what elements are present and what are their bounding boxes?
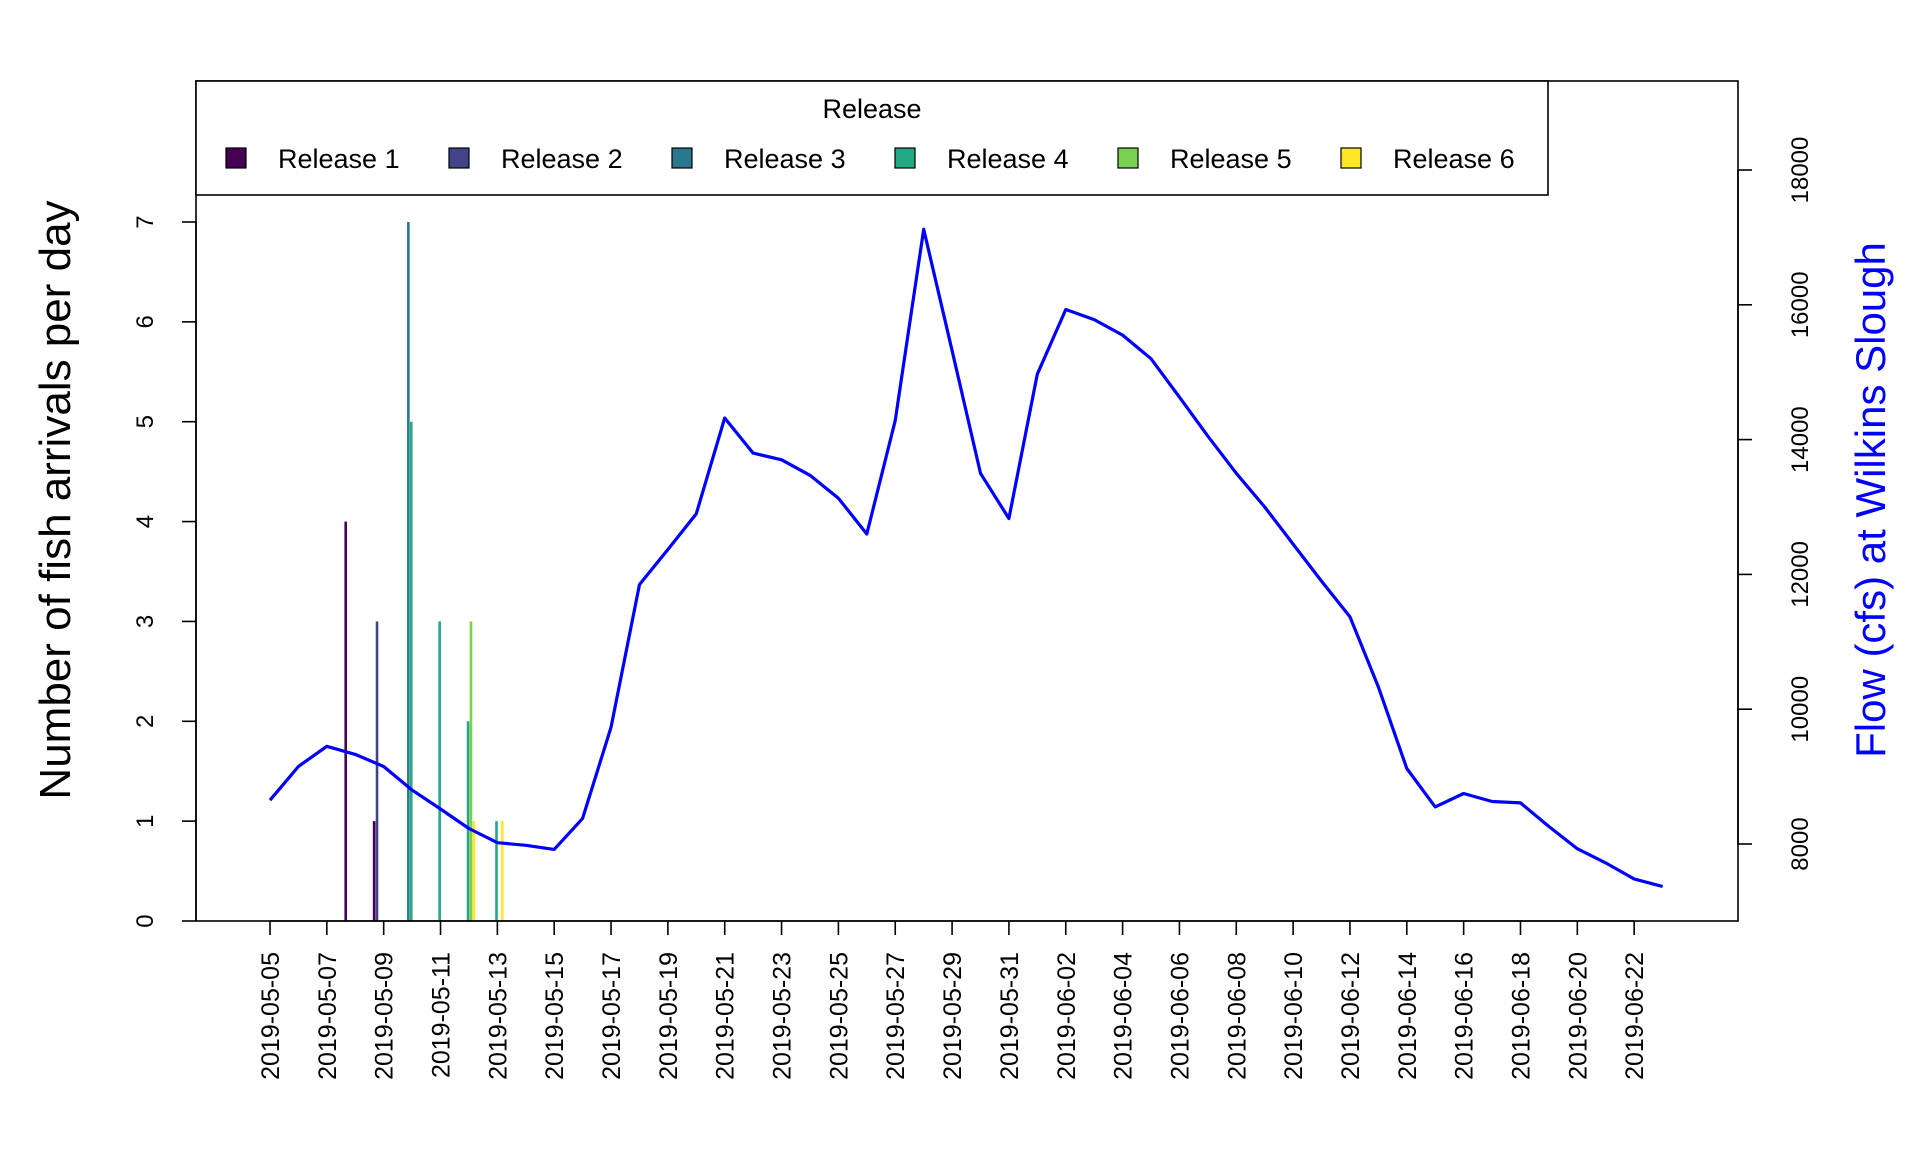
legend-label-release-1: Release 1 — [278, 144, 400, 174]
y-left-tick-label: 1 — [132, 814, 159, 827]
flow-line — [268, 227, 1664, 889]
x-tick-label: 2019-05-07 — [314, 952, 342, 1080]
x-tick-label: 2019-05-17 — [598, 952, 626, 1080]
bars-layer — [344, 222, 504, 921]
legend: Release Release 1 Release 2 Release 3 Releas… — [195, 80, 1549, 196]
legend-label-release-5: Release 5 — [1170, 144, 1292, 174]
x-tick-label: 2019-06-02 — [1053, 952, 1081, 1080]
bar-release-1 — [344, 521, 348, 921]
bar-release-4 — [409, 421, 413, 921]
x-tick-label: 2019-05-19 — [655, 952, 683, 1080]
x-tick-label: 2019-05-15 — [541, 952, 569, 1080]
x-tick-label: 2019-05-09 — [371, 952, 399, 1080]
y-right-tick-label: 14000 — [1787, 406, 1814, 473]
bar-release-6 — [501, 821, 504, 921]
x-tick-label: 2019-05-27 — [882, 952, 910, 1080]
bar-release-4 — [438, 621, 441, 921]
x-tick-label: 2019-05-11 — [428, 952, 456, 1078]
y-left-tick-label: 4 — [132, 515, 159, 528]
axes-layer: 0 1 2 3 4 5 6 7 Number of fish arrivals per day 8… — [31, 137, 1894, 1080]
x-tick-label: 2019-06-22 — [1621, 952, 1649, 1080]
legend-swatch-release-4 — [894, 147, 916, 169]
legend-label-release-3: Release 3 — [724, 144, 846, 174]
legend-label-release-6: Release 6 — [1393, 144, 1515, 174]
bar-release-4 — [466, 721, 470, 921]
y-left-tick-label: 3 — [132, 615, 159, 628]
x-tick-label: 2019-05-25 — [825, 952, 853, 1080]
y-left-tick-label: 6 — [132, 315, 159, 328]
x-tick-label: 2019-06-20 — [1564, 952, 1592, 1080]
x-tick-label: 2019-05-31 — [996, 952, 1024, 1080]
x-tick-label: 2019-06-10 — [1280, 952, 1308, 1080]
y-right-tick-label: 16000 — [1787, 271, 1814, 338]
legend-swatch-release-6 — [1340, 147, 1362, 169]
x-tick-label: 2019-05-13 — [484, 952, 512, 1080]
bar-release-4 — [495, 821, 498, 921]
bar-release-6 — [472, 821, 476, 921]
x-tick-label: 2019-05-21 — [712, 952, 740, 1080]
x-tick-label: 2019-05-29 — [939, 952, 967, 1080]
legend-box — [195, 80, 1549, 196]
bar-release-5 — [469, 621, 473, 921]
legend-swatch-release-2 — [448, 147, 470, 169]
legend-swatch-release-3 — [671, 147, 693, 169]
legend-label-release-4: Release 4 — [947, 144, 1069, 174]
y-left-tick-label: 2 — [132, 715, 159, 728]
flow-layer — [268, 227, 1664, 889]
legend-swatch-release-5 — [1117, 147, 1139, 169]
y-left-tick-label: 0 — [132, 914, 159, 927]
x-tick-label: 2019-06-08 — [1223, 952, 1251, 1080]
y-right-tick-label: 18000 — [1787, 137, 1814, 204]
y-left-tick-label: 7 — [132, 215, 159, 228]
y-right-tick-label: 10000 — [1787, 676, 1814, 743]
x-tick-label: 2019-05-05 — [257, 952, 285, 1080]
x-tick-label: 2019-06-14 — [1394, 952, 1422, 1080]
x-tick-label: 2019-06-16 — [1451, 952, 1479, 1080]
x-tick-label: 2019-06-18 — [1507, 952, 1535, 1080]
legend-label-release-2: Release 2 — [501, 144, 623, 174]
y-right-axis-label: Flow (cfs) at Wilkins Slough — [1847, 242, 1894, 758]
bar-release-2 — [375, 621, 379, 921]
bar-release-1 — [372, 821, 376, 921]
x-tick-label: 2019-06-04 — [1110, 952, 1138, 1080]
legend-swatch-release-1 — [225, 147, 247, 169]
y-right-tick-label: 8000 — [1787, 817, 1814, 870]
x-tick-label: 2019-06-12 — [1337, 952, 1365, 1080]
legend-title: Release — [822, 94, 921, 124]
bar-release-3 — [407, 222, 410, 921]
x-tick-label: 2019-06-06 — [1166, 952, 1194, 1080]
y-left-tick-label: 5 — [132, 415, 159, 428]
x-tick-label: 2019-05-23 — [769, 952, 797, 1080]
y-left-axis-label: Number of fish arrivals per day — [31, 200, 80, 799]
y-right-tick-label: 12000 — [1787, 541, 1814, 608]
